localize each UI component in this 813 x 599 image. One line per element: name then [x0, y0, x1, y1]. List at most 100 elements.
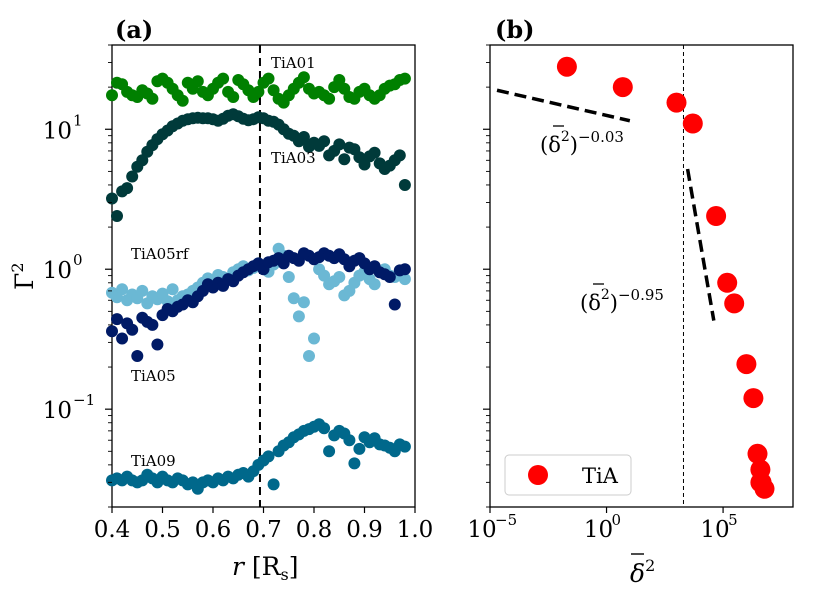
point-tia09-47 — [343, 434, 356, 447]
ytick-exp-a-2: 1 — [73, 111, 83, 129]
point-tia05-55 — [383, 271, 396, 283]
point-tia01-17 — [191, 75, 204, 88]
point-tia05rf-58 — [398, 273, 411, 286]
panel-a-label: (a) — [115, 15, 153, 44]
point-tia09-31 — [262, 450, 275, 463]
point-tia05rf-38 — [297, 296, 310, 309]
point-tia01-58 — [398, 72, 411, 85]
point-tia09-49 — [353, 442, 366, 455]
ytick-exp-a-0: −1 — [73, 391, 95, 409]
series-tia03 — [106, 108, 411, 222]
point-tia05rf-35 — [282, 271, 295, 283]
xtick-label-a-1: 0.5 — [144, 517, 181, 543]
annotation-tia09: TiA09 — [131, 452, 176, 470]
series-tia05 — [106, 247, 411, 362]
annotation-tia05: TiA05 — [131, 367, 176, 385]
annotation-tia03: TiA03 — [271, 149, 316, 167]
point-tia01-29 — [252, 85, 265, 98]
series-tia09 — [106, 418, 411, 495]
fit-label-1-text: (δ2)−0.03 — [540, 128, 624, 157]
xtick-label-a-5: 0.9 — [346, 517, 383, 543]
panel-b-label: (b) — [495, 15, 535, 44]
point-tia03-42 — [318, 135, 331, 148]
panel-b-xlabel: δ2 — [630, 553, 655, 588]
point-tia05rf-40 — [308, 332, 320, 345]
point-tia-9 — [747, 443, 768, 464]
point-tia09-42 — [318, 422, 331, 435]
xlabel-b-base: δ — [630, 559, 645, 588]
xtick-label-a-2: 0.6 — [195, 517, 232, 543]
point-tia05-56 — [388, 298, 401, 311]
xtick-label-a-3: 0.7 — [245, 517, 282, 543]
point-tia-13 — [754, 478, 775, 499]
point-tia-7 — [736, 354, 757, 375]
point-tia05rf-6 — [136, 284, 149, 297]
xlabel-unit: [R — [252, 552, 282, 581]
fit-label-2-exp: −0.95 — [618, 286, 664, 304]
point-tia03-45 — [333, 138, 346, 151]
point-tia03-38 — [297, 131, 310, 143]
point-tia05-5 — [131, 350, 144, 362]
point-tia09-58 — [398, 440, 411, 453]
point-tia03-1 — [111, 210, 123, 222]
point-tia01-31 — [262, 72, 275, 85]
fit-label-2-text: (δ2)−0.95 — [580, 286, 664, 315]
point-tia-8 — [743, 388, 764, 409]
xtick-exp-b-1: 0 — [612, 511, 622, 529]
point-tia-0 — [556, 56, 577, 77]
svg-text:Γ2: Γ2 — [8, 262, 39, 290]
point-tia-1 — [612, 77, 633, 98]
point-tia-4 — [706, 206, 727, 226]
xtick-label-b-0: 10 — [467, 517, 496, 543]
ylabel-base: Γ — [10, 273, 39, 290]
point-tia01-22 — [217, 72, 230, 85]
panel-b-xticks: 10−5 100 105 — [467, 507, 738, 543]
legend-label: TiA — [582, 464, 619, 488]
fit-label-1-base: (δ — [540, 133, 561, 157]
point-tia03-3 — [121, 182, 134, 195]
panel-a-ylabel: Γ2 — [8, 262, 39, 290]
ylabel-exp: 2 — [8, 262, 27, 272]
point-tia01-0 — [106, 89, 118, 102]
xlabel-var: r — [232, 552, 246, 581]
panel-b-points — [556, 56, 775, 499]
fit-label-2: (δ2)−0.95 — [580, 283, 664, 315]
point-tia01-38 — [297, 71, 310, 84]
point-tia05rf-42 — [318, 269, 331, 282]
point-tia-2 — [666, 92, 687, 113]
fit-label-1: (δ2)−0.03 — [540, 125, 624, 157]
fit-label-1-exp: −0.03 — [578, 128, 624, 146]
point-tia05-9 — [151, 338, 164, 351]
point-tia05-58 — [398, 263, 411, 276]
point-tia03-58 — [398, 179, 411, 191]
point-tia05-0 — [106, 325, 118, 338]
point-tia05rf-36 — [287, 292, 300, 305]
xtick-label-b-1: 10 — [584, 517, 613, 543]
point-tia03-46 — [338, 153, 351, 166]
legend-marker — [528, 465, 548, 485]
point-tia09-43 — [323, 445, 336, 458]
panel-a-points — [106, 71, 411, 495]
panel-a-xticks: 0.4 0.5 0.6 0.7 0.8 0.9 1.0 — [94, 507, 433, 543]
ytick-label-a-0: 10 — [43, 398, 72, 424]
panel-b-fit-lines — [496, 88, 716, 321]
xlabel-sub: s — [280, 565, 288, 584]
series-tia01 — [106, 71, 411, 109]
annotation-tia05rf: TiA05rf — [131, 245, 190, 263]
point-tia05-1 — [111, 313, 123, 326]
fit-label-1-close: ) — [570, 133, 578, 157]
point-tia03-57 — [393, 149, 406, 162]
panel-b-frame — [489, 44, 794, 508]
xtick-exp-b-2: 5 — [728, 511, 738, 529]
legend: TiA — [504, 454, 632, 496]
point-tia05rf-37 — [292, 310, 305, 323]
point-tia05-8 — [146, 318, 159, 331]
point-tia-3 — [682, 113, 703, 134]
point-tia-6 — [724, 293, 745, 314]
point-tia05rf-52 — [368, 278, 381, 291]
point-tia01-14 — [176, 94, 189, 107]
point-tia01-45 — [333, 74, 346, 86]
fit-label-1-sq: 2 — [561, 129, 570, 145]
fit-label-2-sq: 2 — [601, 287, 610, 303]
